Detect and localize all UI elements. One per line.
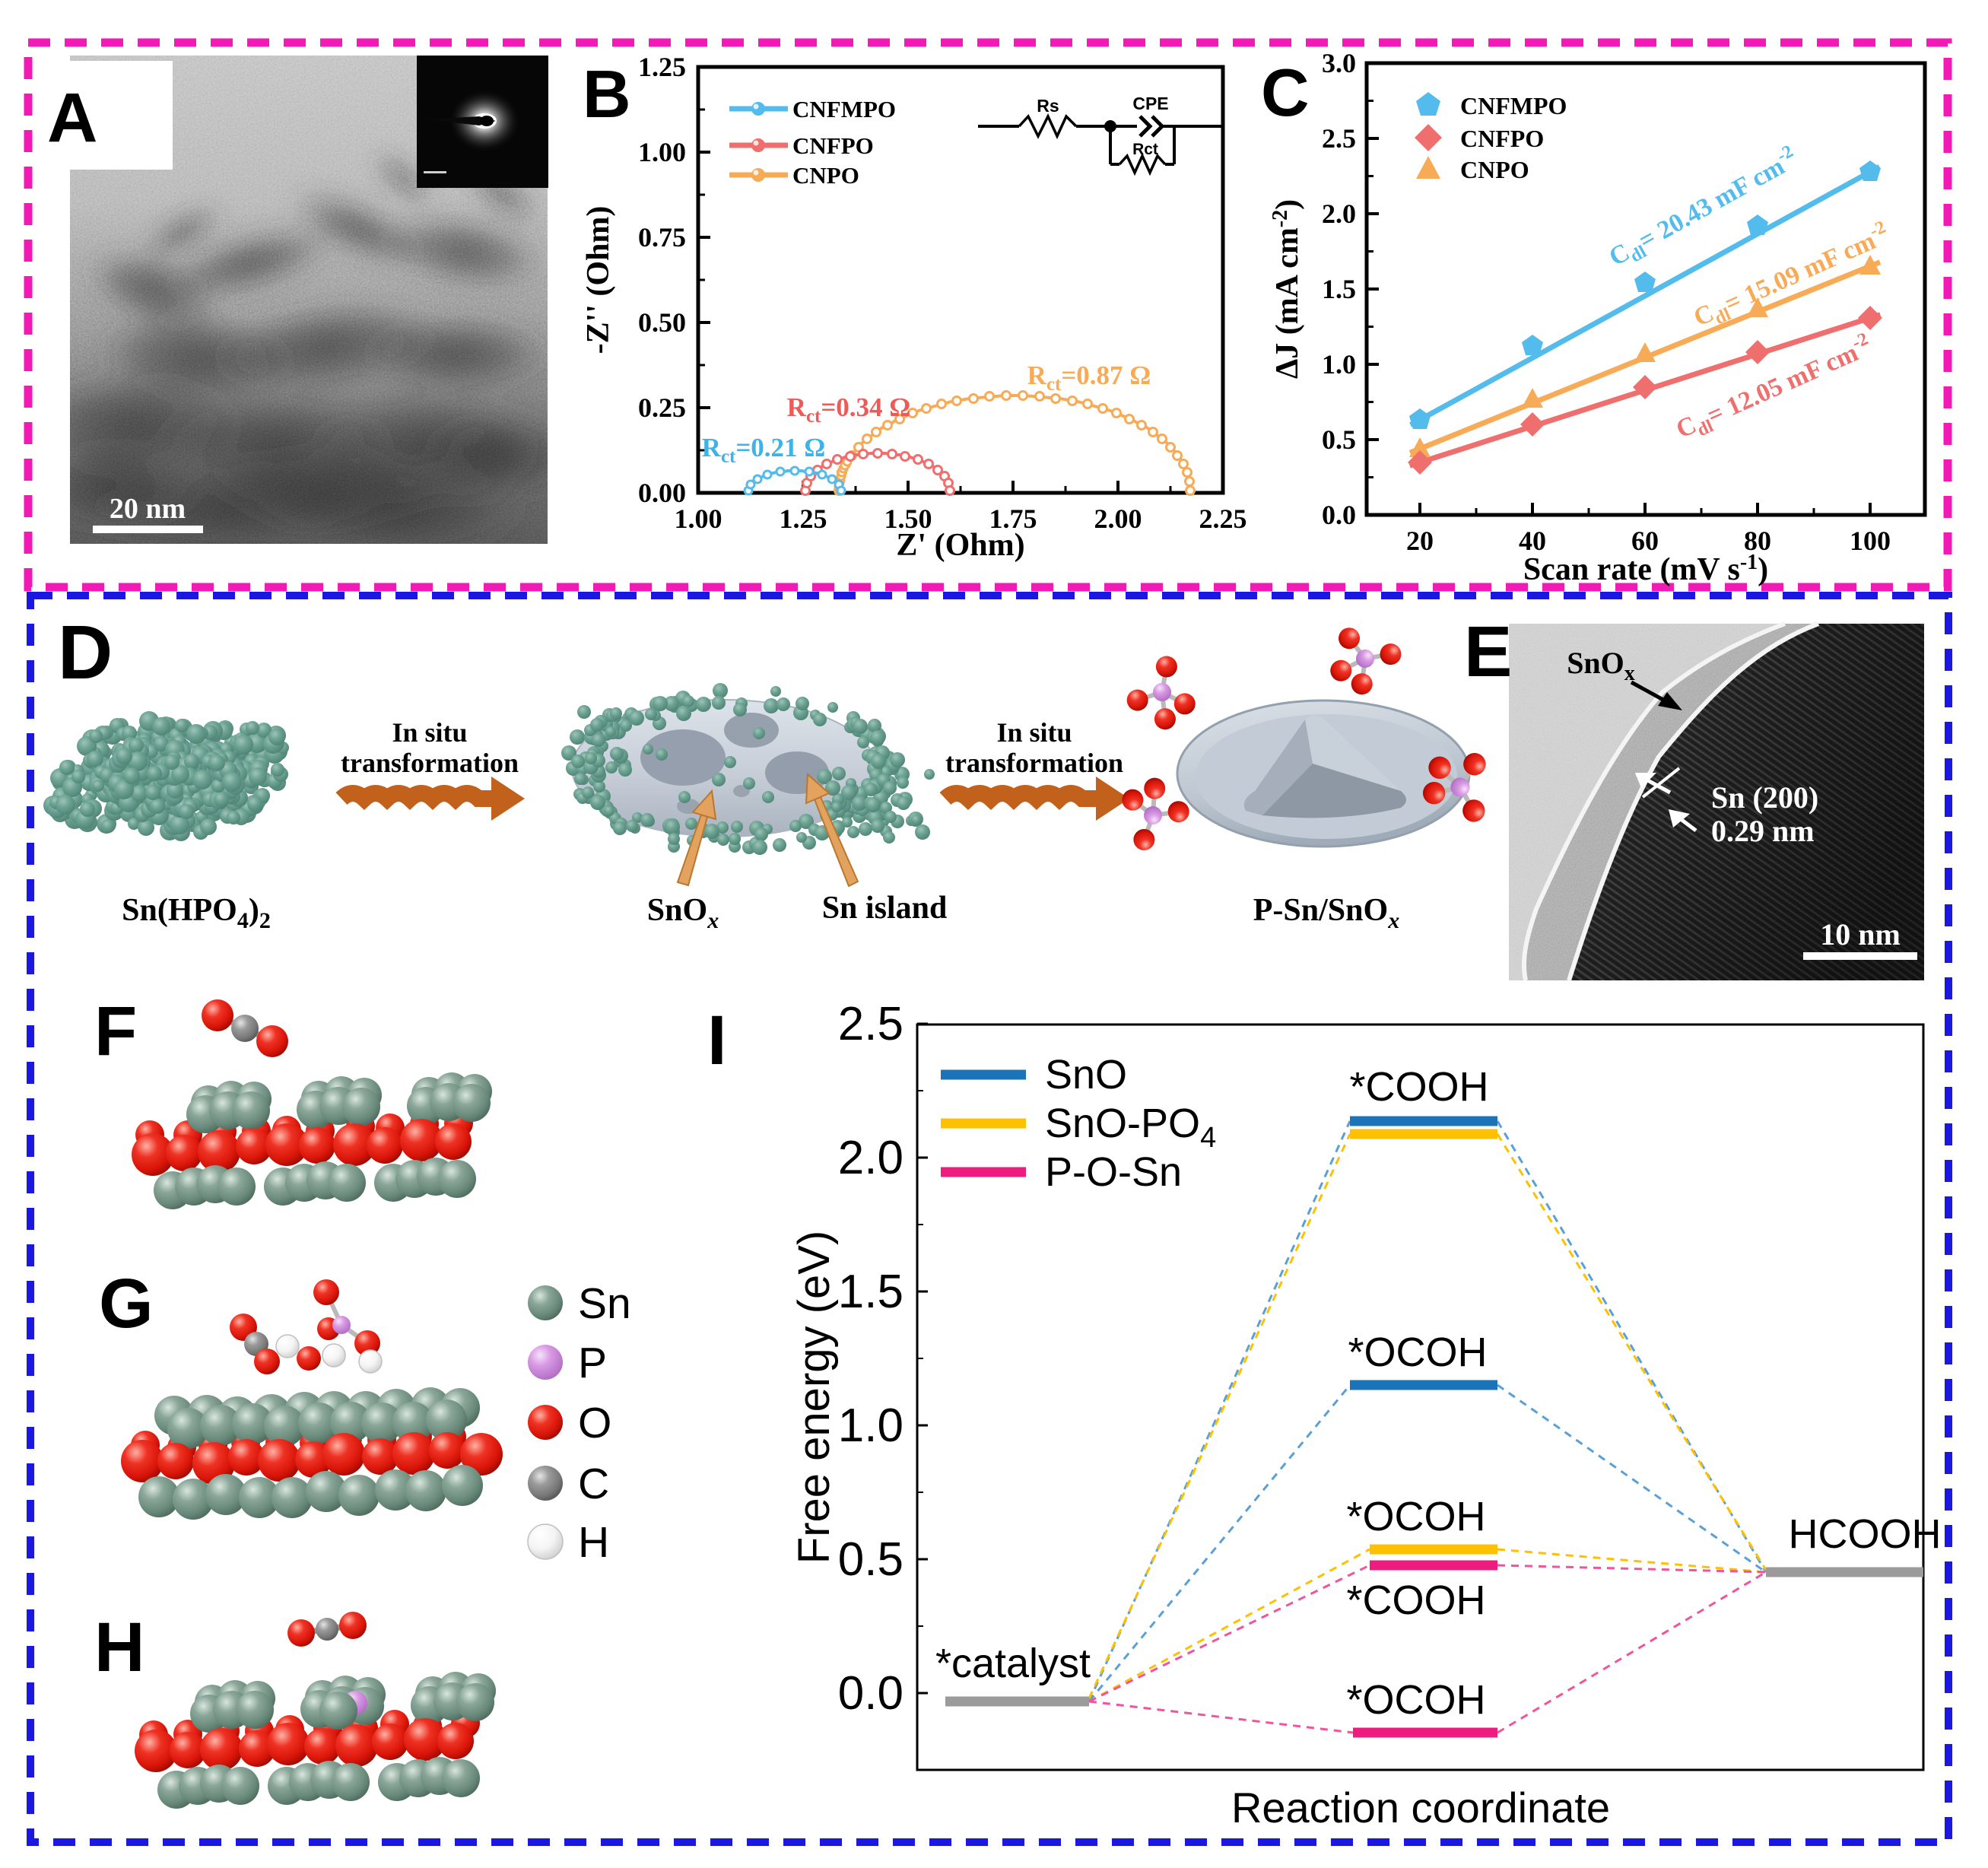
svg-text:*OCOH: *OCOH <box>1348 1330 1487 1375</box>
svg-text:100: 100 <box>1850 526 1891 556</box>
svg-text:80: 80 <box>1744 526 1771 556</box>
svg-text:HCOOH: HCOOH <box>1789 1511 1942 1557</box>
svg-text:2.0: 2.0 <box>1322 199 1356 229</box>
svg-text:0.5: 0.5 <box>1322 424 1356 455</box>
svg-text:Sn (200): Sn (200) <box>1711 780 1818 815</box>
svg-text:1.0: 1.0 <box>838 1399 903 1452</box>
svg-text:CNFMPO: CNFMPO <box>1460 92 1567 119</box>
svg-text:Sn island: Sn island <box>822 891 948 926</box>
svg-text:P: P <box>578 1339 607 1387</box>
svg-text:1.00: 1.00 <box>675 504 722 534</box>
svg-text:transformation: transformation <box>341 748 519 778</box>
svg-text:Sn: Sn <box>578 1279 631 1328</box>
svg-text:CPE: CPE <box>1132 94 1168 113</box>
svg-text:H: H <box>94 1609 144 1686</box>
svg-text:0.29 nm: 0.29 nm <box>1711 814 1815 848</box>
svg-text:E: E <box>1464 612 1512 692</box>
svg-text:SnOx: SnOx <box>647 893 719 933</box>
svg-text:*catalyst: *catalyst <box>935 1641 1091 1686</box>
svg-text:CNPO: CNPO <box>1460 156 1529 183</box>
svg-text:SnOx: SnOx <box>1567 646 1635 685</box>
svg-text:0.0: 0.0 <box>838 1667 903 1720</box>
svg-text:1.50: 1.50 <box>884 504 932 534</box>
svg-text:Z' (Ohm): Z' (Ohm) <box>896 528 1024 563</box>
svg-text:D: D <box>58 610 113 695</box>
svg-text:Reaction coordinate: Reaction coordinate <box>1231 1784 1610 1831</box>
svg-text:A: A <box>47 79 97 157</box>
svg-text:G: G <box>99 1265 154 1342</box>
svg-text:transformation: transformation <box>945 748 1123 778</box>
svg-text:O: O <box>578 1399 611 1447</box>
svg-text:Rct=0.21 Ω: Rct=0.21 Ω <box>702 433 826 467</box>
svg-text:ΔJ (mA cm-2): ΔJ (mA cm-2) <box>1269 199 1305 379</box>
svg-text:2.00: 2.00 <box>1094 504 1142 534</box>
svg-text:0.25: 0.25 <box>638 392 686 423</box>
svg-text:Rct=0.34 Ω: Rct=0.34 Ω <box>787 392 911 427</box>
svg-text:I: I <box>707 1002 727 1079</box>
svg-text:In situ: In situ <box>392 717 467 748</box>
svg-text:10 nm: 10 nm <box>1820 917 1901 951</box>
svg-text:0.0: 0.0 <box>1322 500 1356 530</box>
svg-text:0.75: 0.75 <box>638 222 686 253</box>
svg-text:Rct=0.87 Ω: Rct=0.87 Ω <box>1027 361 1151 395</box>
svg-text:C: C <box>578 1460 609 1508</box>
svg-text:1.25: 1.25 <box>780 504 827 534</box>
svg-text:B: B <box>583 56 631 132</box>
svg-text:2.5: 2.5 <box>838 998 903 1050</box>
svg-text:P-O-Sn: P-O-Sn <box>1045 1149 1182 1195</box>
svg-text:F: F <box>94 993 137 1070</box>
svg-text:1.00: 1.00 <box>638 137 686 167</box>
svg-text:0.00: 0.00 <box>638 478 686 508</box>
svg-text:CNFPO: CNFPO <box>792 132 874 159</box>
svg-text:60: 60 <box>1631 526 1659 556</box>
svg-text:-Z'' (Ohm): -Z'' (Ohm) <box>581 206 616 354</box>
svg-text:In situ: In situ <box>996 717 1072 748</box>
svg-text:40: 40 <box>1519 526 1546 556</box>
svg-text:*COOH: *COOH <box>1349 1064 1488 1110</box>
svg-text:*OCOH: *OCOH <box>1346 1677 1485 1723</box>
svg-text:2.0: 2.0 <box>838 1132 903 1184</box>
svg-text:Scan rate (mV s-1): Scan rate (mV s-1) <box>1523 551 1768 587</box>
svg-text:3.0: 3.0 <box>1322 48 1356 78</box>
svg-text:Free energy (eV): Free energy (eV) <box>789 1231 839 1564</box>
svg-text:1.0: 1.0 <box>1322 349 1356 380</box>
svg-text:P-Sn/SnOx: P-Sn/SnOx <box>1253 893 1399 933</box>
svg-text:20 nm: 20 nm <box>110 493 186 525</box>
svg-text:SnO: SnO <box>1045 1052 1127 1098</box>
svg-text:H: H <box>578 1518 609 1567</box>
svg-text:0.5: 0.5 <box>838 1533 903 1586</box>
svg-text:20: 20 <box>1406 526 1434 556</box>
svg-text:Sn(HPO4)2: Sn(HPO4)2 <box>122 893 271 933</box>
svg-text:1.5: 1.5 <box>1322 274 1356 304</box>
svg-text:*COOH: *COOH <box>1346 1577 1485 1623</box>
svg-text:1.75: 1.75 <box>989 504 1037 534</box>
svg-text:CNFMPO: CNFMPO <box>792 96 896 122</box>
svg-text:1.5: 1.5 <box>838 1266 903 1318</box>
svg-text:Rs: Rs <box>1037 96 1059 116</box>
svg-text:0.50: 0.50 <box>638 307 686 338</box>
svg-text:C: C <box>1261 55 1310 130</box>
svg-text:Rct: Rct <box>1132 141 1158 158</box>
svg-text:*OCOH: *OCOH <box>1346 1494 1485 1539</box>
svg-text:CNPO: CNPO <box>792 162 859 189</box>
svg-text:SnO-PO4: SnO-PO4 <box>1045 1101 1216 1154</box>
svg-text:2.5: 2.5 <box>1322 123 1356 154</box>
svg-text:2.25: 2.25 <box>1199 504 1247 534</box>
svg-text:CNFPO: CNFPO <box>1460 125 1544 152</box>
svg-text:1.25: 1.25 <box>638 52 686 82</box>
